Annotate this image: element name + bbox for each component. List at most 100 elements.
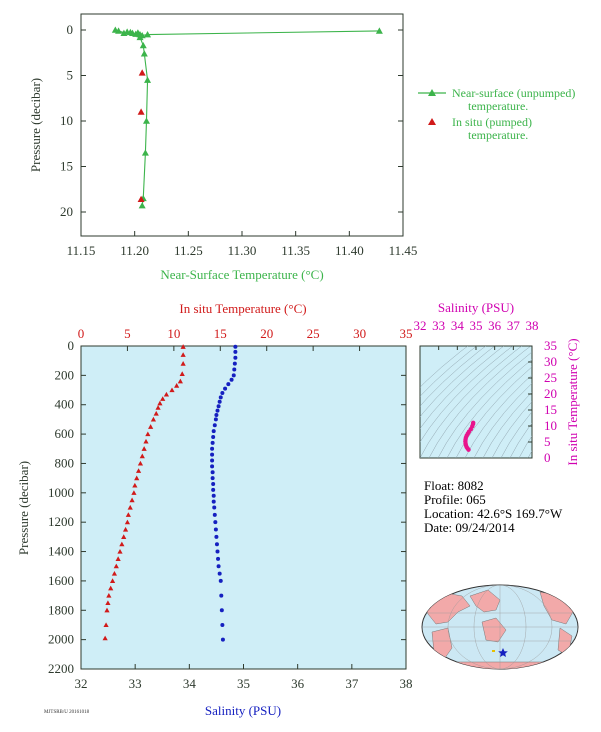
in-situ-point [137,195,145,203]
temperature-point [132,482,138,488]
salinity-point [223,386,228,391]
main-y-tick-label: 200 [55,367,75,382]
salinity-point [229,377,234,382]
temperature-point [169,387,175,393]
temperature-point [127,504,133,510]
main-top-tick-label: 10 [167,326,180,341]
top-y-tick-label: 10 [60,113,73,128]
date: Date: 09/24/2014 [424,520,515,535]
salinity-point [218,395,223,400]
salinity-point [210,458,215,463]
ts-x-tick-label: 35 [470,318,483,333]
temperature-point [131,490,137,495]
legend-green-line2: temperature. [468,99,528,113]
temperature-point [139,453,145,459]
salinity-point [210,452,215,457]
salinity-point [218,578,223,583]
main-y-axis-label: Pressure (decibar) [16,461,31,555]
salinity-point [211,435,216,440]
temperature-point [104,607,110,613]
temperature-point [180,352,186,357]
legend-green-line1: Near-surface (unpumped) [452,86,575,100]
in-situ-point [138,69,146,76]
salinity-point [214,534,219,539]
temperature-point [153,410,159,416]
temperature-point [180,344,186,349]
ts-y-tick-label: 35 [544,338,557,353]
ts-point [466,447,471,452]
profile-number: Profile: 065 [424,492,486,507]
main-bottom-tick-label: 36 [291,676,305,691]
salinity-point [219,593,224,598]
temperature-point [155,405,161,410]
main-y-tick-label: 1800 [48,602,74,617]
main-bottom-tick-label: 33 [129,676,142,691]
ts-x-tick-label: 36 [488,318,502,333]
top-x-tick-label: 11.35 [281,243,310,258]
main-y-tick-label: 400 [55,397,75,412]
temperature-point [108,585,114,591]
salinity-point [231,373,236,378]
salinity-point [217,571,222,576]
legend-marker-red [428,118,436,125]
ts-y-axis-label: In situ Temperature (°C) [565,338,580,465]
salinity-point [211,499,216,504]
salinity-point [220,390,225,395]
top-axis-ticks: 11.15 11.20 11.25 11.30 11.35 11.40 11.45 0 5 10 1… [60,22,417,258]
salinity-point [220,622,225,627]
top-y-tick-label: 20 [60,204,73,219]
salinity-point [226,382,231,387]
main-y-tick-label: 2200 [48,661,74,676]
top-y-tick-label: 15 [60,159,73,174]
main-bottom-tick-label: 37 [345,676,359,691]
near-surface-point [144,76,152,83]
salinity-point [211,482,216,487]
temperature-point [129,497,135,503]
temperature-point [119,541,125,547]
temperature-point [143,438,149,444]
salinity-point [233,355,238,360]
profile-panel: 0 5 10 15 20 25 30 35 32 33 34 35 36 37 38 0 200 400 600 80… [16,301,413,718]
salinity-point [213,527,218,532]
near-surface-point [140,50,148,57]
temperature-point [124,519,131,525]
main-bottom-tick-label: 32 [75,676,88,691]
main-top-tick-label: 0 [78,326,85,341]
salinity-point [216,404,221,409]
top-x-tick-label: 11.45 [389,243,418,258]
salinity-point [212,512,217,517]
ts-data-marks [463,420,476,452]
temperature-point [109,578,116,583]
temperature-point [135,468,142,473]
salinity-point [211,487,216,492]
top-x-axis-label: Near-Surface Temperature (°C) [160,267,323,282]
star-icon [498,648,508,657]
salinity-point [210,440,215,445]
temperature-point [105,600,111,606]
ts-x-tick-label: 33 [432,318,445,333]
salinity-point [214,413,219,418]
ts-x-tick-label: 38 [526,318,539,333]
main-axis-ticks: 0 5 10 15 20 25 30 35 32 33 34 35 36 37 38 0 200 400 600 80… [48,326,413,691]
temperature-point [117,548,123,554]
main-top-tick-label: 30 [353,326,366,341]
main-y-tick-label: 600 [55,426,75,441]
salinity-point [210,476,215,481]
legend-marker-green [428,89,436,96]
legend-red-line1: In situ (pumped) [452,115,532,129]
main-y-tick-label: 2000 [48,632,74,647]
main-y-tick-label: 1000 [48,485,74,500]
temperature-point [115,556,121,561]
ts-x-tick-label: 32 [414,318,427,333]
salinity-point [210,470,215,475]
main-y-tick-label: 1600 [48,573,74,588]
main-top-tick-label: 15 [214,326,227,341]
main-plot-frame [80,345,407,670]
temperature-point [163,391,170,397]
main-data-marks [102,344,238,642]
legend-red-line2: temperature. [468,128,528,142]
near-surface-point [120,29,128,36]
ts-density-contours [420,346,532,458]
